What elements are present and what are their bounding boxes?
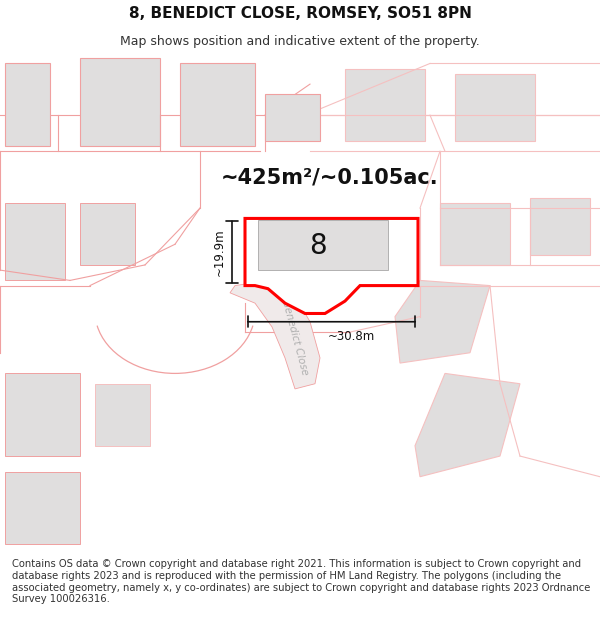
Bar (80, 203, 135, 265)
Text: Contains OS data © Crown copyright and database right 2021. This information is : Contains OS data © Crown copyright and d… (12, 559, 590, 604)
Text: 8, BENEDICT CLOSE, ROMSEY, SO51 8PN: 8, BENEDICT CLOSE, ROMSEY, SO51 8PN (128, 6, 472, 21)
Bar (80, 58, 160, 146)
Bar (5, 373, 80, 456)
Polygon shape (230, 281, 320, 389)
Bar (5, 471, 80, 544)
Polygon shape (395, 281, 490, 363)
Bar (440, 203, 510, 265)
Bar (5, 203, 65, 281)
Bar (530, 198, 590, 254)
Text: Map shows position and indicative extent of the property.: Map shows position and indicative extent… (120, 35, 480, 48)
Bar (95, 384, 150, 446)
Bar (258, 221, 388, 270)
Bar (265, 94, 320, 141)
Text: ~425m²/~0.105ac.: ~425m²/~0.105ac. (221, 167, 439, 187)
Text: ~30.8m: ~30.8m (328, 330, 375, 342)
Text: 8: 8 (309, 232, 327, 261)
Bar (455, 74, 535, 141)
Polygon shape (245, 218, 418, 314)
Text: Benedict Close: Benedict Close (280, 299, 310, 376)
Text: ~19.9m: ~19.9m (212, 228, 226, 276)
Bar (180, 64, 255, 146)
Polygon shape (415, 373, 520, 477)
Bar (5, 64, 50, 146)
Bar (345, 69, 425, 141)
